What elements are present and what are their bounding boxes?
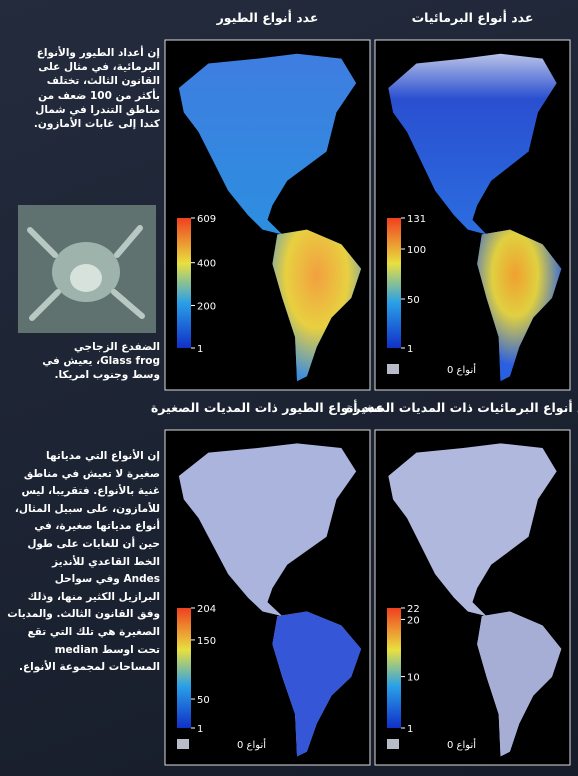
text-line: Andes وفي سواحل (54, 573, 160, 586)
text-line: المساحات لمجموعة الأنواع. (19, 661, 160, 674)
map (388, 53, 562, 382)
south-america-map (272, 229, 362, 382)
south-america-map (272, 611, 362, 757)
frog-caption: الضفدع الزجاجي Glass frog، يعيش في وسط وجن… (8, 340, 160, 383)
scale-label: 100 (407, 245, 426, 256)
text-line: وفق القانون الثالث. والمديات (7, 608, 160, 621)
scale-label: 1 (197, 344, 203, 355)
scale-label: 609 (197, 214, 216, 225)
map-panel: 131 100 50 1 أنواع 0 (374, 39, 571, 391)
map (178, 443, 362, 757)
scale-label: 204 (197, 604, 216, 615)
text-line: البرمائية، في مثال على (38, 61, 160, 74)
sidebar-top: إن أعداد الطيور والأنواع البرمائية، في مث… (8, 46, 160, 131)
scale-label: 50 (407, 295, 420, 306)
scale-label: 150 (197, 636, 216, 647)
scale-label: 200 (197, 301, 216, 312)
text-line: القانون الثالث، تختلف (46, 75, 160, 88)
map (178, 53, 362, 382)
map (388, 443, 562, 757)
panel-title: عدد أنواع البرمائيات ذات المديات الصغيرة (346, 399, 578, 415)
color-bar (387, 608, 401, 728)
sidebar-bottom: إن الأنواع التي مدياتها صغيرة لا تعيش في … (7, 448, 161, 677)
south-america-map (477, 611, 562, 757)
map-panel: 609 400 200 1 (164, 39, 371, 391)
color-bar (387, 218, 401, 348)
zero-swatch (387, 739, 399, 749)
zero-label: أنواع 0 (447, 738, 476, 751)
map-panel: 204 150 50 1 أنواع 0 (164, 429, 371, 766)
text-line: للأمازون، على سبيل المثال، (14, 502, 160, 515)
south-america-map (477, 229, 562, 382)
color-bar (177, 218, 191, 348)
text-line: أنواع مدياتها صغيرة، في (34, 520, 160, 533)
text-line: إن الأنواع التي مدياتها (46, 450, 160, 462)
text-line: بأكثر من 100 ضعف من (38, 89, 160, 102)
text-line: حين أن للغابات على طول (27, 537, 160, 550)
text-line: صغيرة لا تعيش في مناطق (23, 467, 160, 480)
scale-label: 400 (197, 259, 216, 270)
caption-line: الضفدع الزجاجي (73, 341, 160, 353)
text-line: مناطق التندرا في شمال (35, 103, 160, 116)
caption-line: Glass frog، يعيش في (42, 355, 160, 368)
text-line: البرازيل الكثير منها، وذلك (27, 590, 160, 603)
scale-label: 20 (407, 615, 420, 626)
scale-label: 22 (407, 604, 420, 615)
zero-label: أنواع 0 (237, 738, 266, 751)
panel-title: عدد أنواع الطيور (216, 9, 319, 25)
scale-label: 1 (407, 724, 413, 735)
text-line: الخط القاعدي للأنديز (52, 555, 160, 568)
zero-label: أنواع 0 (447, 363, 476, 376)
zero-swatch (387, 364, 399, 374)
text-line: كندا إلى غابات الأمازون. (33, 118, 160, 131)
scale-label: 50 (197, 695, 210, 706)
scale-label: 1 (407, 344, 413, 355)
scale-label: 1 (197, 724, 203, 735)
text-line: غنية بالأنواع. فتقريبا، ليس (21, 485, 160, 498)
panel-title: عدد أنواع البرمائيات (412, 9, 534, 25)
text-line: تحت اوسط median (54, 643, 160, 656)
color-bar (177, 608, 191, 728)
text-line: إن أعداد الطيور والأنواع (36, 47, 160, 59)
text-line: الصغيرة هي تلك التي تقع (27, 625, 161, 638)
scale-label: 10 (407, 673, 420, 684)
caption-line: وسط وجنوب امريكا. (54, 369, 160, 382)
zero-swatch (177, 739, 189, 749)
panel-title: عدد أنواع الطيور ذات المديات الصغيرة (151, 399, 384, 415)
scale-label: 131 (407, 214, 426, 225)
